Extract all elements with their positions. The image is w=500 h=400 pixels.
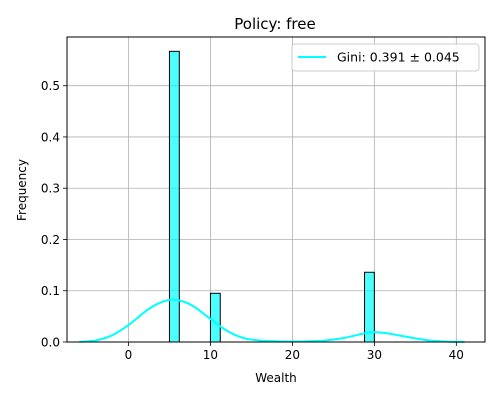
chart-title: Policy: free: [234, 15, 315, 33]
density-curve: [79, 298, 465, 343]
y-tick-label: 0.4: [41, 130, 60, 144]
plot-frame: [66, 36, 486, 343]
x-axis-label: Wealth: [255, 371, 297, 385]
y-tick-label: 0.2: [41, 233, 60, 247]
legend: Gini: 0.391 ± 0.045: [291, 43, 480, 72]
y-axis-ticks: 0.0 0.1 0.2 0.3 0.4 0.5: [41, 79, 67, 350]
y-tick-label: 0.1: [41, 284, 60, 298]
histogram-bars: [168, 50, 375, 343]
x-tick-label: 0: [125, 348, 133, 362]
x-tick-label: 10: [203, 348, 218, 362]
histogram-bar: [168, 50, 180, 343]
grid-lines: [67, 37, 485, 343]
histogram-bar: [209, 292, 221, 343]
y-tick-label: 0.0: [41, 336, 60, 350]
legend-box: [291, 43, 480, 72]
y-tick-label: 0.5: [41, 79, 60, 93]
x-tick-label: 30: [367, 348, 382, 362]
x-tick-label: 20: [285, 348, 300, 362]
y-tick-label: 0.3: [41, 182, 60, 196]
density-lines: [79, 298, 465, 343]
x-axis-ticks: 0 10 20 30 40: [125, 342, 464, 362]
legend-label: Gini: 0.391 ± 0.045: [337, 50, 460, 65]
x-tick-label: 40: [449, 348, 464, 362]
y-axis-label: Frequency: [15, 159, 29, 221]
